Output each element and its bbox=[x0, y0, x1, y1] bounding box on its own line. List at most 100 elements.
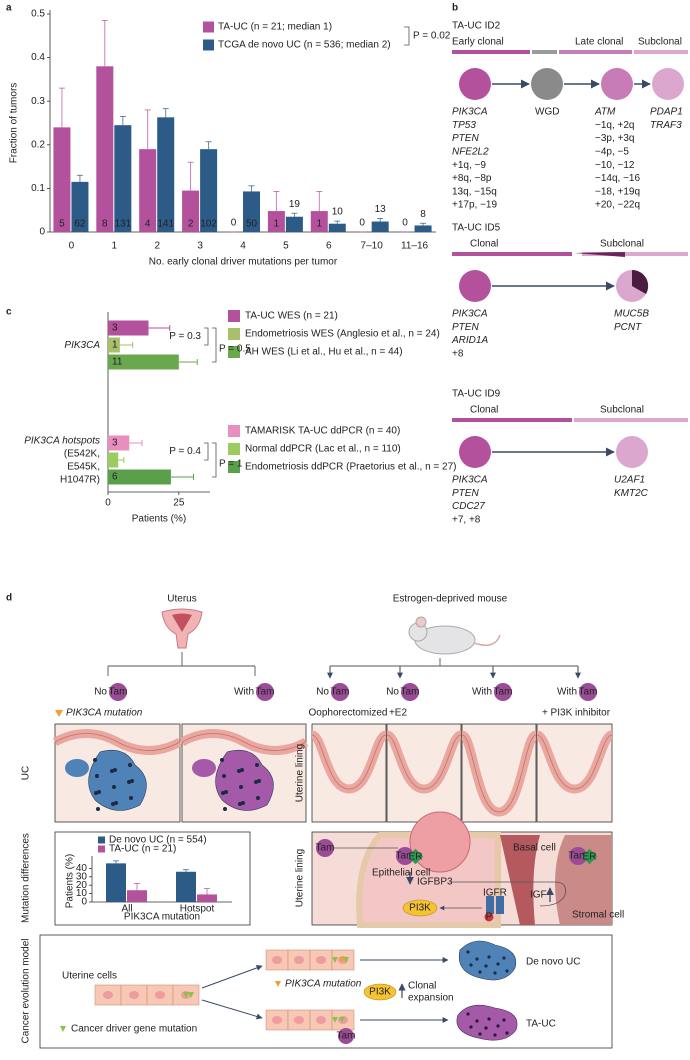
evolution-box bbox=[39, 934, 613, 1049]
bar bbox=[176, 871, 196, 902]
legend-swatch bbox=[228, 328, 240, 340]
epithelium-edge bbox=[54, 733, 181, 751]
stage-label: Clonal bbox=[470, 239, 498, 250]
branch-label: With bbox=[472, 687, 492, 698]
tumor-cell bbox=[129, 796, 133, 800]
phospho bbox=[484, 912, 494, 922]
node-text: PIK3CA bbox=[452, 475, 488, 486]
row-label: Cancer evolution model bbox=[21, 938, 32, 1043]
evolution-label: Clonal bbox=[408, 981, 436, 992]
clone-node bbox=[459, 270, 491, 302]
node-text: PIK3CA bbox=[452, 107, 488, 118]
er-label: ER bbox=[583, 852, 597, 863]
bar bbox=[267, 211, 285, 232]
node-text: PTEN bbox=[452, 322, 479, 333]
tumor-cell bbox=[493, 1033, 497, 1037]
node-text: −4p, −5 bbox=[595, 147, 629, 158]
condition-label: + PI3K inhibitor bbox=[542, 708, 611, 719]
y-tick-label: 0.4 bbox=[31, 52, 45, 63]
bar bbox=[157, 117, 175, 232]
legend-swatch bbox=[203, 39, 214, 51]
tree-title: TA-UC ID2 bbox=[452, 21, 501, 32]
count-label: 8 bbox=[102, 219, 108, 230]
cell-label: Basal cell bbox=[513, 843, 556, 854]
cell-nucleus bbox=[316, 956, 326, 964]
bar bbox=[127, 890, 147, 902]
count-label: 3 bbox=[112, 438, 118, 449]
count-label: 10 bbox=[332, 207, 344, 218]
epithelium-edge bbox=[386, 734, 462, 790]
mutation-triangle bbox=[275, 981, 281, 987]
count-label: 2 bbox=[188, 219, 194, 230]
tumor-cell bbox=[469, 1025, 473, 1029]
tumor-cell bbox=[478, 1032, 482, 1036]
panel-letter: c bbox=[6, 307, 12, 318]
cell-label: Epithelial cell bbox=[372, 868, 430, 879]
tam-badge bbox=[256, 683, 274, 701]
count-label: 8 bbox=[420, 209, 426, 220]
x-tick-label: 1 bbox=[112, 241, 118, 252]
mouse-ear bbox=[415, 616, 427, 628]
cell-nucleus bbox=[103, 991, 113, 999]
legend-label: TA-UC WES (n = 21) bbox=[245, 311, 338, 322]
row-label: Mutation differences bbox=[21, 833, 32, 923]
tam-badge bbox=[338, 1028, 354, 1044]
cell-nucleus bbox=[129, 991, 139, 999]
evolution-label: Cancer driver gene mutation bbox=[71, 1024, 197, 1035]
p-bracket bbox=[212, 442, 217, 478]
count-label: 0 bbox=[359, 218, 365, 229]
bar bbox=[414, 225, 432, 232]
bar bbox=[285, 216, 303, 232]
legend-label: Endometriosis ddPCR (Praetorius et al., … bbox=[245, 462, 456, 473]
tree-title: TA-UC ID9 bbox=[452, 389, 501, 400]
node-text: U2AF1 bbox=[614, 475, 645, 486]
clone-node bbox=[616, 436, 648, 468]
tam-label: Tam bbox=[569, 851, 588, 862]
p-value: P = 0.3 bbox=[169, 331, 201, 342]
tumor-cell bbox=[484, 1026, 488, 1030]
legend-swatch bbox=[203, 21, 214, 33]
p-value: P = 1 bbox=[219, 459, 243, 470]
bar bbox=[139, 149, 157, 232]
igfbp3-label: IGFBP3 bbox=[417, 877, 453, 888]
row-label: Uterine lining bbox=[295, 849, 306, 907]
branch-label: No bbox=[386, 687, 399, 698]
count-label: 141 bbox=[157, 219, 174, 230]
y-tick-label: 0.2 bbox=[31, 139, 45, 150]
stage-label: Clonal bbox=[470, 405, 498, 416]
count-label: 50 bbox=[246, 219, 258, 230]
mutation-triangle bbox=[343, 957, 349, 963]
tam-bound bbox=[396, 847, 414, 865]
tumor-islet bbox=[192, 759, 216, 777]
y-tick-label: 40 bbox=[76, 863, 88, 874]
epithelium-edge bbox=[311, 734, 387, 790]
node-text: 13q, −15q bbox=[452, 186, 497, 197]
x-tick-label: All bbox=[121, 904, 132, 915]
node-text: PIK3CA bbox=[452, 309, 488, 320]
legend-swatch bbox=[98, 836, 105, 844]
node-text: PTEN bbox=[452, 488, 479, 499]
tam-label: Tam bbox=[494, 687, 513, 698]
tumor-cell bbox=[128, 763, 132, 767]
clone-node bbox=[601, 68, 633, 100]
node-text: WGD bbox=[535, 107, 559, 118]
bar bbox=[106, 863, 126, 902]
count-label: 131 bbox=[114, 219, 131, 230]
branch-arrow bbox=[201, 965, 263, 989]
legend-label: Endometriosis WES (Anglesio et al., n = … bbox=[245, 329, 440, 340]
mutation-triangle bbox=[55, 710, 63, 717]
legend-swatch bbox=[98, 845, 105, 853]
y-tick-label: 0 bbox=[81, 897, 87, 908]
tumor-cell bbox=[241, 801, 245, 805]
count-label: 3 bbox=[112, 323, 118, 334]
tumor-cell bbox=[114, 801, 118, 805]
er bbox=[581, 848, 598, 865]
node-text: KMT2C bbox=[614, 488, 649, 499]
nucleus bbox=[409, 811, 471, 873]
p-bracket bbox=[404, 26, 410, 46]
stage-label: Subclonal bbox=[638, 37, 682, 48]
x-tick-label: 5 bbox=[283, 241, 289, 252]
condition-label: +E2 bbox=[389, 708, 408, 719]
evolution-label: TA-UC bbox=[526, 1019, 556, 1030]
y-tick-label: 0 bbox=[39, 227, 45, 238]
